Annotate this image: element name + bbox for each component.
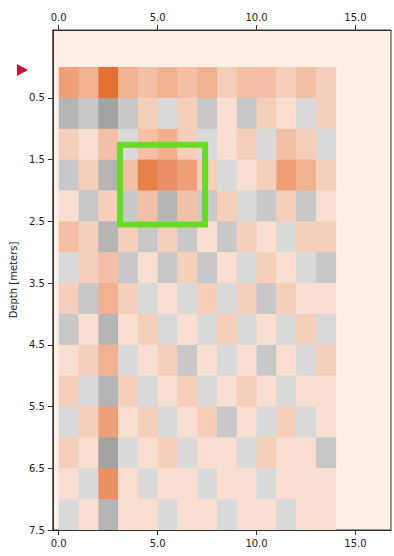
svg-text:5.0: 5.0 [150, 538, 166, 549]
svg-text:0.5: 0.5 [29, 92, 45, 103]
svg-text:5.0: 5.0 [150, 12, 166, 23]
svg-text:5.5: 5.5 [29, 401, 45, 412]
svg-text:Depth [meters]: Depth [meters] [8, 242, 19, 319]
svg-text:15.0: 15.0 [344, 538, 366, 549]
svg-text:10.0: 10.0 [245, 12, 267, 23]
svg-text:0.0: 0.0 [51, 538, 67, 549]
svg-text:3.5: 3.5 [29, 278, 45, 289]
svg-text:6.5: 6.5 [29, 463, 45, 474]
svg-text:2.5: 2.5 [29, 216, 45, 227]
svg-text:0.0: 0.0 [51, 12, 67, 23]
svg-text:15.0: 15.0 [344, 12, 366, 23]
svg-text:7.5: 7.5 [29, 525, 45, 536]
svg-text:1.5: 1.5 [29, 154, 45, 165]
svg-text:4.5: 4.5 [29, 339, 45, 350]
svg-text:10.0: 10.0 [245, 538, 267, 549]
